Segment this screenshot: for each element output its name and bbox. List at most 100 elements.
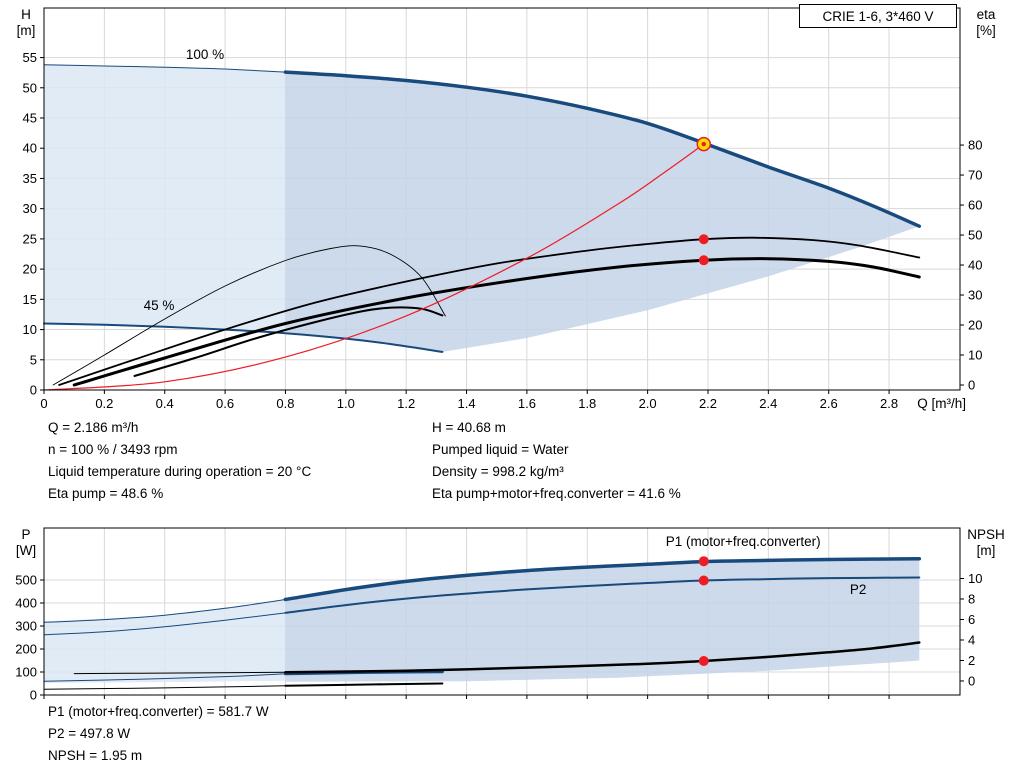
x-tick-label: 1.2 xyxy=(397,396,415,411)
plot-frame xyxy=(43,527,961,696)
pumped-liquid-value: Pumped liquid = Water xyxy=(432,442,569,457)
y-left-tick-label: 10 xyxy=(23,322,37,337)
y-left-tick-label: 500 xyxy=(15,572,37,587)
curve-label: P2 xyxy=(850,582,867,597)
head-value: H = 40.68 m xyxy=(432,420,506,435)
x-tick-label: 0.2 xyxy=(95,396,113,411)
p2-value: P2 = 497.8 W xyxy=(48,726,131,741)
y-right-tick-label: 8 xyxy=(968,592,975,607)
speed-value: n = 100 % / 3493 rpm xyxy=(48,442,178,457)
flow-value: Q = 2.186 m³/h xyxy=(48,420,139,435)
y-right-tick-label: 40 xyxy=(968,258,982,273)
p1-curve xyxy=(283,557,922,602)
npsh-curve xyxy=(284,641,921,674)
x-tick-label: 1.4 xyxy=(457,396,475,411)
pump-curve-100pct xyxy=(283,70,922,228)
y-right-tick-label: 4 xyxy=(968,632,975,647)
pump-curve-100pct-low-flow xyxy=(43,64,286,73)
p2-curve xyxy=(284,576,921,614)
y-right-tick-label: 50 xyxy=(968,228,982,243)
y-left-tick-label: 300 xyxy=(15,618,37,633)
y-right-tick-label: 20 xyxy=(968,318,982,333)
eta-total-value: Eta pump+motor+freq.converter = 41.6 % xyxy=(432,486,681,501)
x-tick-label: 1.0 xyxy=(337,396,355,411)
p2-curve-45pct-lead xyxy=(43,685,286,690)
x-tick-label: 2.0 xyxy=(639,396,657,411)
npsh-curve-lead xyxy=(73,671,286,675)
y-right-tick-label: 80 xyxy=(968,138,982,153)
y-right-axis-title: NPSH xyxy=(967,527,1005,542)
y-right-tick-label: 10 xyxy=(968,348,982,363)
plot-frame xyxy=(43,7,961,391)
eta-pump-curve xyxy=(58,236,921,386)
x-tick-label: 2.8 xyxy=(880,396,898,411)
eta-pump-45pct-curve xyxy=(52,245,446,386)
operating-envelope-main xyxy=(285,72,920,352)
y-left-axis-title: H xyxy=(21,7,31,22)
operating-data-right-column: H = 40.68 m Pumped liquid = Water Densit… xyxy=(432,417,681,505)
y-left-tick-label: 0 xyxy=(30,688,37,703)
y-left-tick-label: 55 xyxy=(23,50,37,65)
y-left-tick-label: 50 xyxy=(23,80,37,95)
eta-pump-duty-dot xyxy=(698,234,709,245)
y-right-tick-label: 0 xyxy=(968,673,975,688)
x-tick-label: 2.4 xyxy=(759,396,777,411)
x-axis-title: Q [m³/h] xyxy=(917,396,966,411)
y-left-tick-label: 200 xyxy=(15,641,37,656)
y-right-tick-label: 30 xyxy=(968,288,982,303)
y-right-tick-label: 0 xyxy=(968,377,975,392)
y-right-axis-title: [m] xyxy=(977,543,996,558)
p1-curve-low-flow xyxy=(43,599,286,623)
power-envelope-main xyxy=(285,558,920,682)
y-right-axis-title: [%] xyxy=(976,23,996,38)
y-left-tick-label: 20 xyxy=(23,262,37,277)
x-tick-label: 0.6 xyxy=(216,396,234,411)
system-curve xyxy=(43,143,705,391)
y-left-axis-title: [W] xyxy=(16,543,36,558)
power-npsh-data-block: P1 (motor+freq.converter) = 581.7 W P2 =… xyxy=(48,701,269,767)
x-tick-label: 2.6 xyxy=(820,396,838,411)
x-tick-label: 2.2 xyxy=(699,396,717,411)
p1-duty-dot xyxy=(698,556,709,567)
eta-pump-value: Eta pump = 48.6 % xyxy=(48,486,164,501)
y-left-tick-label: 30 xyxy=(23,201,37,216)
curve-label: 100 % xyxy=(186,47,224,62)
y-left-tick-label: 0 xyxy=(30,383,37,398)
pump-designation: CRIE 1-6, 3*460 V xyxy=(822,8,934,24)
p1-value: P1 (motor+freq.converter) = 581.7 W xyxy=(48,704,269,719)
y-left-tick-label: 40 xyxy=(23,141,37,156)
eta-total-duty-dot xyxy=(698,255,709,266)
y-left-tick-label: 15 xyxy=(23,292,37,307)
duty-point-center xyxy=(701,141,706,147)
y-left-axis-title: P xyxy=(21,527,30,542)
liquid-temperature-value: Liquid temperature during operation = 20… xyxy=(48,464,312,479)
y-left-tick-label: 25 xyxy=(23,231,37,246)
y-right-tick-label: 2 xyxy=(968,653,975,668)
y-left-tick-label: 100 xyxy=(15,664,37,679)
curve-label: 45 % xyxy=(144,298,175,313)
y-left-tick-label: 400 xyxy=(15,595,37,610)
y-left-axis-title: [m] xyxy=(17,23,36,38)
npsh-value: NPSH = 1.95 m xyxy=(48,748,143,763)
y-right-tick-label: 10 xyxy=(968,571,982,586)
y-left-tick-label: 5 xyxy=(30,352,37,367)
eta-total-45pct-curve xyxy=(133,306,444,377)
x-tick-label: 0.4 xyxy=(156,396,174,411)
pump-designation-box: CRIE 1-6, 3*460 V xyxy=(799,4,957,28)
x-tick-label: 1.6 xyxy=(518,396,536,411)
operating-envelope-low-flow xyxy=(44,64,286,334)
y-right-tick-label: 60 xyxy=(968,198,982,213)
x-tick-label: 0 xyxy=(40,396,47,411)
hq-eta-curve-chart: 0 0.2 0.4 0.6 0.8 1.0 1.2 1.4 1.6 1.8 2.0 2.2 2.4 2.6… xyxy=(17,7,996,411)
y-right-tick-label: 6 xyxy=(968,612,975,627)
p1-curve-45pct-lead xyxy=(43,673,286,682)
p2-curve-low-flow xyxy=(43,612,286,636)
curve-label: P1 (motor+freq.converter) xyxy=(666,534,821,549)
npsh-duty-dot xyxy=(698,655,709,666)
y-left-tick-label: 35 xyxy=(23,171,37,186)
y-left-tick-label: 45 xyxy=(23,111,37,126)
eta-pump-motor-freq-curve xyxy=(72,257,921,387)
x-tick-label: 1.8 xyxy=(578,396,596,411)
power-npsh-chart: 0 100 200 300 400 500 0 2 4 6 8 10 P[W] NPSH[m] P1 (mo… xyxy=(15,527,1004,703)
